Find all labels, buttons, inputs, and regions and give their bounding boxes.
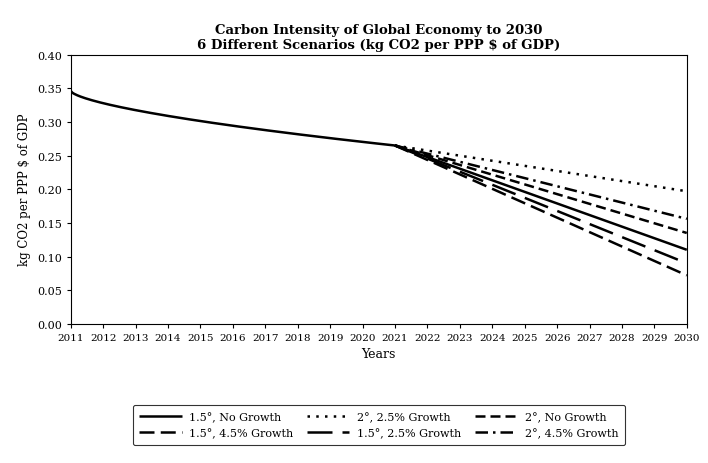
- X-axis label: Years: Years: [362, 348, 396, 361]
- Title: Carbon Intensity of Global Economy to 2030
6 Different Scenarios (kg CO2 per PPP: Carbon Intensity of Global Economy to 20…: [197, 24, 561, 51]
- Legend: 1.5°, No Growth, 1.5°, 4.5% Growth, 2°, 2.5% Growth, 1.5°, 2.5% Growth, 2°, No G: 1.5°, No Growth, 1.5°, 4.5% Growth, 2°, …: [132, 405, 625, 445]
- Y-axis label: kg CO2 per PPP $ of GDP: kg CO2 per PPP $ of GDP: [18, 114, 31, 266]
